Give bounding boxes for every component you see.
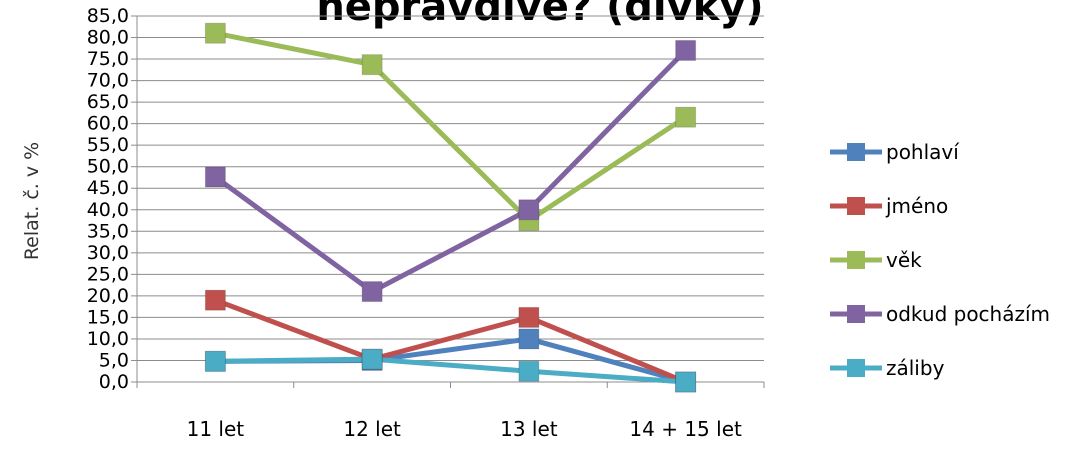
- y-tick-label: 85,0: [87, 5, 129, 27]
- y-tick-label: 35,0: [87, 220, 129, 242]
- x-tick-label: 14 + 15 let: [629, 417, 742, 441]
- legend-item: záliby: [830, 356, 945, 380]
- x-tick-label: 13 let: [500, 417, 558, 441]
- legend-label: věk: [886, 248, 922, 272]
- legend-label: jméno: [885, 194, 948, 218]
- data-point-marker: [518, 199, 540, 221]
- y-tick-label: 5,0: [99, 349, 129, 371]
- data-point-marker: [675, 39, 697, 61]
- data-point-marker: [518, 360, 540, 382]
- axes: 0,05,010,015,020,025,030,035,040,045,050…: [87, 5, 765, 441]
- y-tick-label: 45,0: [87, 177, 129, 199]
- legend-marker: [847, 305, 865, 323]
- data-point-marker: [361, 281, 383, 303]
- y-tick-label: 70,0: [87, 70, 129, 92]
- data-point-marker: [361, 348, 383, 370]
- data-point-marker: [675, 371, 697, 393]
- series-line: [213, 48, 688, 295]
- y-tick-label: 60,0: [87, 113, 129, 135]
- series-line: [214, 30, 688, 224]
- legend-marker: [847, 143, 865, 161]
- series-lines: [204, 22, 697, 393]
- data-point-marker: [361, 54, 383, 76]
- y-tick-label: 20,0: [87, 285, 129, 307]
- data-point-marker: [204, 166, 226, 188]
- legend: pohlaví jméno věk odkud pocházím záliby: [830, 140, 1050, 380]
- legend-marker: [847, 251, 865, 269]
- y-tick-label: 55,0: [87, 134, 129, 156]
- legend-item: jméno: [830, 194, 948, 218]
- x-tick-label: 12 let: [343, 417, 401, 441]
- y-tick-label: 15,0: [87, 306, 129, 328]
- y-tick-label: 75,0: [87, 48, 129, 70]
- series-line: [214, 297, 687, 385]
- y-tick-label: 40,0: [87, 199, 129, 221]
- y-tick-label: 80,0: [87, 27, 129, 49]
- data-point-marker: [204, 22, 226, 44]
- y-tick-label: 25,0: [87, 263, 129, 285]
- legend-label: odkud pocházím: [886, 302, 1050, 326]
- y-tick-label: 0,0: [99, 371, 129, 393]
- data-point-marker: [518, 306, 540, 328]
- series-line: [215, 356, 686, 385]
- legend-marker: [847, 359, 865, 377]
- legend-label: záliby: [886, 356, 945, 380]
- legend-label: pohlaví: [886, 140, 960, 164]
- data-point-marker: [675, 106, 697, 128]
- y-tick-label: 65,0: [87, 91, 129, 113]
- data-point-marker: [204, 289, 226, 311]
- x-tick-label: 11 let: [187, 417, 245, 441]
- y-axis-label: Relat. č. v %: [21, 142, 43, 260]
- y-tick-label: 10,0: [87, 328, 129, 350]
- legend-item: pohlaví: [830, 140, 960, 164]
- data-point-marker: [518, 328, 540, 350]
- chart-title: nepravdivé? (dívky): [316, 0, 763, 30]
- legend-item: věk: [830, 248, 922, 272]
- y-tick-label: 30,0: [87, 242, 129, 264]
- data-point-marker: [204, 350, 226, 372]
- legend-item: odkud pocházím: [830, 302, 1050, 326]
- y-tick-label: 50,0: [87, 156, 129, 178]
- legend-marker: [847, 197, 865, 215]
